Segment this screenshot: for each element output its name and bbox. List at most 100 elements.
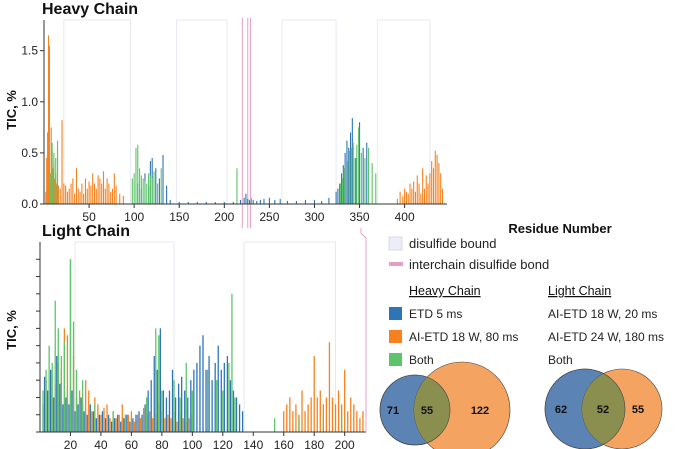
- light-venn-left-count: 62: [555, 404, 567, 416]
- bar: [354, 158, 356, 204]
- bar: [71, 390, 73, 432]
- bar: [339, 183, 341, 204]
- bar: [68, 188, 70, 204]
- bar: [274, 199, 276, 204]
- bar: [188, 418, 190, 432]
- bar: [50, 127, 52, 204]
- x-tick-label: 160: [274, 438, 294, 449]
- bar: [346, 140, 348, 204]
- bar: [321, 200, 323, 204]
- bar: [60, 356, 62, 432]
- x-tick-label: 250: [259, 210, 279, 224]
- legend: disulfide bound interchain disulfide bon…: [388, 236, 664, 367]
- bar: [147, 390, 149, 432]
- heavy-x-ticks: 50 100 150 200 250 300 350 400: [82, 204, 415, 224]
- bar: [68, 404, 70, 432]
- bar: [92, 411, 94, 432]
- bar: [162, 390, 165, 432]
- bar: [359, 418, 361, 432]
- bar: [46, 390, 49, 432]
- bar: [208, 356, 210, 432]
- bar: [214, 362, 216, 432]
- bar: [48, 345, 50, 432]
- bar: [348, 147, 350, 204]
- bar: [152, 418, 154, 432]
- bar: [313, 356, 315, 432]
- y-tick-label: 0.0: [21, 197, 38, 211]
- bar: [101, 183, 103, 204]
- bar: [196, 201, 198, 204]
- bar: [164, 418, 166, 432]
- bar: [131, 178, 133, 204]
- bar: [140, 175, 142, 204]
- x-tick-label: 200: [335, 438, 355, 449]
- bar: [259, 199, 261, 204]
- bar: [88, 390, 90, 432]
- bar: [88, 181, 90, 204]
- bar: [434, 150, 436, 204]
- heavy-venn-left-count: 71: [387, 405, 399, 417]
- bar: [340, 183, 342, 204]
- interchain-bond-swatch: [389, 262, 403, 266]
- bar: [441, 188, 444, 204]
- x-tick-label: 200: [214, 210, 234, 224]
- bar: [343, 168, 345, 204]
- bar: [106, 404, 108, 432]
- bar: [238, 404, 241, 432]
- bar: [93, 183, 96, 204]
- bar: [165, 397, 168, 432]
- bar: [404, 188, 406, 204]
- bar: [144, 404, 146, 432]
- x-tick-label: 40: [94, 438, 108, 449]
- bar: [53, 152, 55, 204]
- bar: [263, 198, 265, 204]
- heavy-venn-right-count: 122: [471, 405, 489, 417]
- light-x-ticks: 20 40 60 80 100 120 140 160 180 200: [64, 432, 355, 449]
- bar: [416, 175, 418, 204]
- heavy-disulfide-regions: [63, 19, 431, 205]
- light-venn-right-count: 55: [632, 404, 644, 416]
- bar: [196, 362, 198, 432]
- bar: [335, 191, 337, 204]
- bar: [347, 161, 349, 204]
- bar: [181, 376, 183, 432]
- bar: [91, 411, 93, 432]
- bar: [234, 397, 236, 432]
- bar: [352, 142, 354, 204]
- bar: [54, 178, 56, 204]
- bar: [283, 411, 285, 432]
- bar: [226, 356, 229, 432]
- heavy-x-axis-label: Residue Number: [508, 221, 611, 236]
- bar: [176, 421, 178, 432]
- bar: [199, 345, 201, 432]
- bar: [162, 154, 164, 204]
- bar: [173, 380, 175, 432]
- legend-heavy-header: Heavy Chain: [409, 284, 481, 298]
- bar: [353, 404, 355, 432]
- light-y-axis-label: TIC, %: [4, 310, 19, 350]
- light-venn-overlap: [582, 369, 625, 449]
- bar: [65, 185, 67, 204]
- bar: [153, 356, 155, 432]
- bar: [347, 411, 349, 432]
- bar: [110, 421, 113, 432]
- bar: [139, 418, 142, 432]
- bar: [132, 418, 134, 432]
- bar: [362, 147, 364, 204]
- light-venn-overlap-count: 52: [597, 404, 609, 416]
- bar: [74, 193, 76, 204]
- bar: [422, 168, 424, 204]
- x-tick-label: 20: [64, 438, 78, 449]
- bar: [155, 168, 157, 204]
- bar: [337, 188, 339, 204]
- bar: [69, 259, 72, 432]
- bar: [205, 201, 207, 204]
- bar: [229, 380, 232, 432]
- bar: [56, 140, 59, 204]
- light-y-ticks: [36, 258, 40, 433]
- bar: [355, 158, 357, 204]
- bar: [107, 414, 110, 432]
- bar: [49, 173, 51, 204]
- bar: [66, 191, 68, 204]
